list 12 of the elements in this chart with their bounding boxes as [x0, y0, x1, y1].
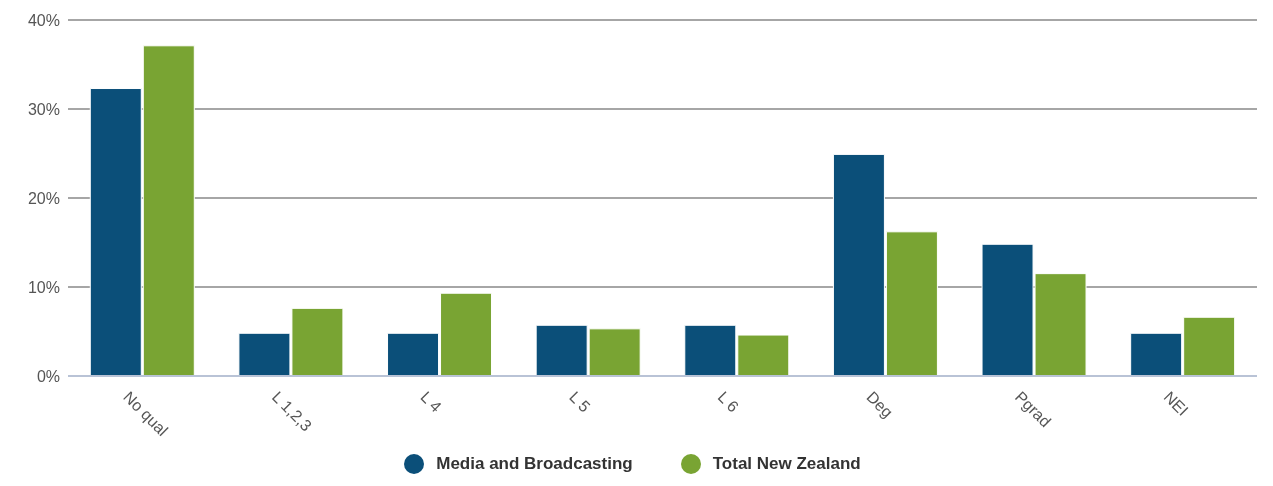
y-tick-label: 30% — [27, 100, 60, 118]
x-tick-label: NEI — [1160, 388, 1192, 419]
y-tick-label: 40% — [27, 11, 60, 29]
legend-label: Total New Zealand — [711, 454, 861, 474]
x-tick-label: L 5 — [566, 388, 594, 416]
x-tick-label: L 6 — [714, 388, 743, 416]
x-tick-label: L 4 — [417, 388, 445, 416]
y-tick-label: 0% — [36, 367, 60, 385]
y-tick-label: 10% — [27, 278, 60, 296]
y-tick-label: 20% — [27, 189, 60, 207]
x-tick-label: No qual — [120, 388, 172, 440]
legend-label: Media and Broadcasting — [435, 454, 633, 474]
